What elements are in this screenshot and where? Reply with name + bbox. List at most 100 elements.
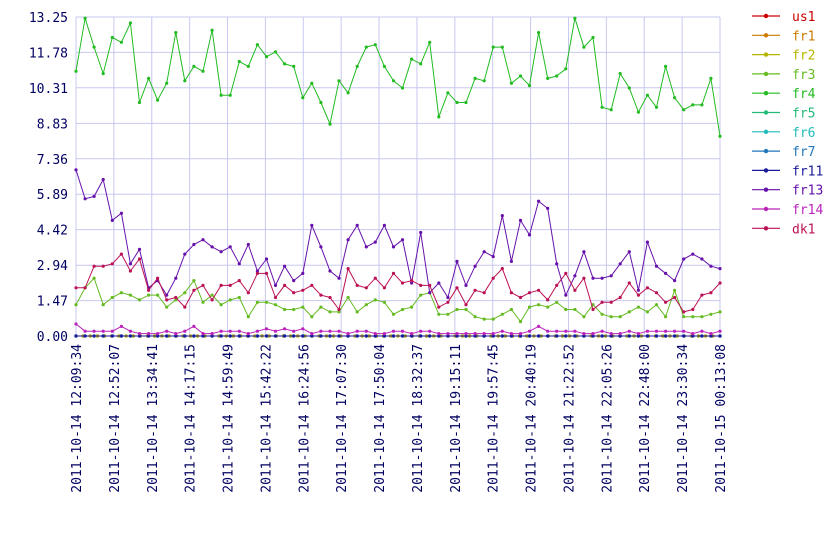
data-point-fr4 xyxy=(618,72,622,76)
legend-marker xyxy=(763,226,769,231)
x-tick-label: 2011-10-14 20:40:19 xyxy=(525,344,540,493)
legend-item-fr3: fr3 xyxy=(752,68,815,83)
data-point-fr4 xyxy=(237,59,241,64)
data-point-fr14 xyxy=(564,329,568,333)
data-point-fr13 xyxy=(500,214,504,218)
data-point-fr3 xyxy=(537,303,541,307)
data-point-fr11 xyxy=(319,334,323,338)
data-point-fr13 xyxy=(228,245,232,249)
data-point-fr13 xyxy=(400,238,405,242)
data-point-fr14 xyxy=(319,329,323,333)
data-point-fr14 xyxy=(74,322,78,326)
data-point-fr14 xyxy=(92,329,96,333)
data-point-fr14 xyxy=(264,327,269,331)
data-point-fr11 xyxy=(137,334,142,338)
legend-item-fr2: fr2 xyxy=(752,49,815,64)
data-point-fr3 xyxy=(527,305,532,309)
y-tick-label: 2.94 xyxy=(37,259,68,274)
data-point-fr14 xyxy=(600,329,604,333)
data-point-dk1 xyxy=(410,279,414,283)
data-point-fr11 xyxy=(156,334,160,338)
data-point-fr4 xyxy=(473,76,477,80)
data-point-fr4 xyxy=(491,45,495,49)
data-point-fr13 xyxy=(210,245,214,249)
data-point-fr4 xyxy=(283,62,287,66)
data-point-fr3 xyxy=(582,315,586,319)
data-point-fr11 xyxy=(473,334,477,338)
data-point-fr11 xyxy=(491,334,495,338)
data-point-fr14 xyxy=(527,329,532,333)
data-point-fr14 xyxy=(682,329,686,333)
data-point-fr11 xyxy=(391,334,396,338)
data-point-fr3 xyxy=(391,312,396,316)
legend-marker xyxy=(763,33,769,38)
data-point-fr4 xyxy=(391,79,396,83)
data-point-fr13 xyxy=(473,264,477,268)
data-point-dk1 xyxy=(373,276,377,280)
data-point-fr3 xyxy=(718,310,722,314)
data-point-fr14 xyxy=(691,332,695,336)
data-point-fr3 xyxy=(373,298,377,302)
data-point-dk1 xyxy=(147,288,151,292)
data-point-fr3 xyxy=(119,291,123,295)
data-point-fr11 xyxy=(373,334,377,338)
data-point-fr13 xyxy=(292,279,296,283)
data-point-dk1 xyxy=(627,281,631,285)
data-point-fr14 xyxy=(537,324,541,328)
data-point-dk1 xyxy=(582,276,586,280)
series-line-dk1 xyxy=(76,253,721,313)
data-point-fr4 xyxy=(410,57,414,61)
data-point-fr11 xyxy=(682,334,686,338)
data-point-dk1 xyxy=(455,286,459,290)
data-point-fr4 xyxy=(328,122,332,126)
data-point-fr4 xyxy=(437,115,441,119)
data-point-fr3 xyxy=(237,295,241,300)
data-point-fr11 xyxy=(283,334,287,338)
data-point-fr11 xyxy=(174,334,178,338)
legend-label: dk1 xyxy=(792,222,815,237)
x-tick-label: 2011-10-14 22:48:00 xyxy=(638,344,653,493)
data-point-fr3 xyxy=(174,298,178,302)
y-tick-label: 5.89 xyxy=(37,188,68,203)
data-point-fr13 xyxy=(564,293,568,297)
data-point-fr11 xyxy=(328,334,332,338)
data-point-dk1 xyxy=(591,307,595,312)
data-point-fr11 xyxy=(437,334,441,338)
data-point-fr11 xyxy=(546,334,550,338)
data-point-fr4 xyxy=(400,86,405,90)
data-point-fr11 xyxy=(346,334,350,338)
data-point-fr11 xyxy=(382,334,386,338)
data-point-dk1 xyxy=(128,269,132,273)
data-point-dk1 xyxy=(337,307,341,312)
data-point-fr14 xyxy=(310,332,314,336)
data-point-fr14 xyxy=(273,329,278,333)
data-point-fr4 xyxy=(464,100,468,105)
data-point-fr4 xyxy=(101,72,105,76)
data-point-fr4 xyxy=(273,50,278,54)
data-point-dk1 xyxy=(228,283,232,287)
data-point-dk1 xyxy=(92,264,96,268)
series-line-fr14 xyxy=(75,323,721,335)
data-point-fr13 xyxy=(328,269,332,273)
data-point-fr3 xyxy=(473,315,477,319)
data-point-fr14 xyxy=(464,332,468,336)
data-point-fr11 xyxy=(400,334,405,338)
data-point-fr3 xyxy=(219,303,223,307)
data-point-fr13 xyxy=(301,271,305,275)
data-point-fr4 xyxy=(537,30,541,35)
data-point-fr11 xyxy=(618,334,622,338)
data-point-fr4 xyxy=(428,40,432,44)
data-point-fr13 xyxy=(527,233,532,237)
data-point-fr3 xyxy=(355,310,359,314)
data-point-fr14 xyxy=(500,329,504,333)
data-point-fr13 xyxy=(74,168,78,172)
data-point-fr4 xyxy=(355,64,359,68)
data-point-dk1 xyxy=(219,283,223,287)
x-tick-label: 2011-10-14 21:22:52 xyxy=(562,344,577,493)
data-point-fr4 xyxy=(192,64,196,68)
data-point-fr13 xyxy=(627,250,631,254)
data-point-fr3 xyxy=(654,303,659,307)
data-point-fr14 xyxy=(709,332,713,336)
data-point-fr11 xyxy=(509,334,513,338)
data-point-fr14 xyxy=(573,329,577,333)
